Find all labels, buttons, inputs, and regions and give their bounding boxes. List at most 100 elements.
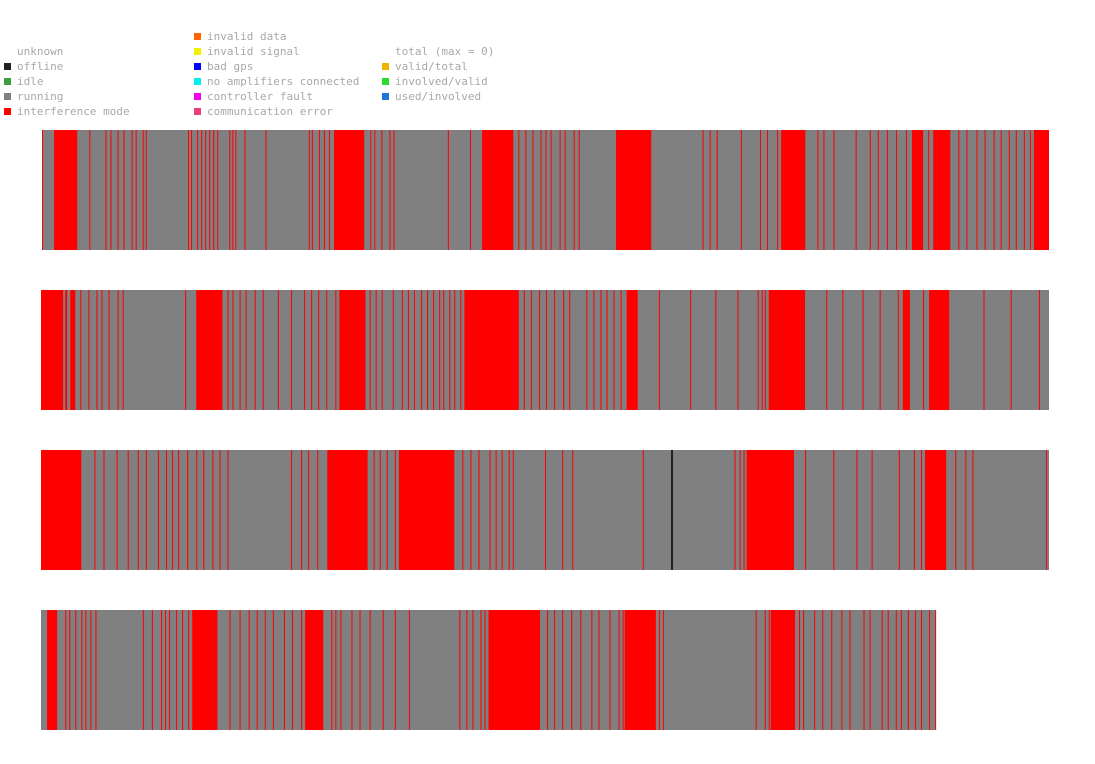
interference-segment (658, 610, 660, 730)
interference-segment (239, 610, 241, 730)
legend-label: involved/valid (395, 75, 488, 88)
interference-segment (489, 450, 491, 570)
interference-segment (447, 130, 449, 250)
interference-segment (929, 610, 931, 730)
interference-segment (328, 130, 331, 250)
interference-segment (265, 130, 267, 250)
interference-segment (887, 610, 889, 730)
interference-segment (277, 290, 279, 410)
legend-item-communication-error: communication error (194, 104, 333, 119)
interference-segment (925, 450, 947, 570)
interference-segment (301, 450, 303, 570)
interference-segment (123, 130, 125, 250)
interference-segment (327, 450, 368, 570)
interference-segment (449, 290, 451, 410)
interference-segment (554, 610, 556, 730)
interference-segment (232, 290, 234, 410)
interference-segment (212, 450, 214, 570)
interference-segment (185, 290, 187, 410)
interference-segment (80, 290, 82, 410)
interference-segment (768, 290, 806, 410)
interference-segment (301, 610, 303, 730)
interference-segment (976, 130, 978, 250)
interference-segment (227, 450, 229, 570)
interference-segment (94, 450, 96, 570)
interference-segment (761, 290, 763, 410)
interference-segment (470, 450, 472, 570)
interference-segment (308, 450, 310, 570)
interference-segment (88, 290, 90, 410)
interference-segment (501, 450, 503, 570)
legend-swatch-communication-error (194, 108, 201, 115)
interference-segment (984, 130, 986, 250)
legend-label: communication error (207, 105, 333, 118)
legend-label: controller fault (207, 90, 313, 103)
interference-segment (326, 290, 328, 410)
legend-swatch-controller-fault (194, 93, 201, 100)
interference-segment (54, 130, 78, 250)
interference-segment (907, 610, 909, 730)
interference-segment (624, 610, 656, 730)
interference-segment (142, 130, 144, 250)
interference-segment (466, 610, 468, 730)
legend-item-valid-total: valid/total (382, 59, 468, 74)
interference-segment (955, 450, 957, 570)
interference-segment (1008, 130, 1010, 250)
interference-segment (65, 610, 67, 730)
interference-segment (586, 290, 588, 410)
interference-segment (770, 610, 795, 730)
legend-label: valid/total (395, 60, 468, 73)
interference-segment (897, 290, 899, 410)
interference-segment (351, 610, 353, 730)
interference-segment (823, 130, 825, 250)
interference-segment (196, 450, 198, 570)
interference-segment (920, 450, 922, 570)
interference-segment (75, 610, 77, 730)
interference-segment (392, 290, 394, 410)
offline-segment (671, 450, 674, 570)
interference-segment (460, 290, 462, 410)
interference-segment (70, 290, 76, 410)
interference-segment (262, 290, 264, 410)
interference-segment (472, 610, 474, 730)
interference-segment (182, 610, 184, 730)
interference-segment (122, 290, 124, 410)
legend-label: interference mode (17, 105, 130, 118)
interference-segment (743, 450, 745, 570)
interference-segment (569, 290, 571, 410)
interference-segment (375, 290, 377, 410)
interference-segment (1010, 290, 1012, 410)
interference-segment (131, 130, 133, 250)
interference-segment (256, 610, 258, 730)
interference-segment (817, 130, 819, 250)
interference-segment (620, 290, 622, 410)
interference-segment (381, 290, 383, 410)
legend-swatch-invalid-data (194, 33, 201, 40)
interference-segment (394, 450, 396, 570)
interference-segment (89, 130, 91, 250)
interference-segment (849, 610, 851, 730)
interference-segment (443, 290, 445, 410)
interference-segment (902, 290, 910, 410)
interference-segment (369, 610, 371, 730)
interference-segment (245, 290, 247, 410)
interference-segment (826, 290, 828, 410)
interference-segment (317, 450, 319, 570)
legend-swatch-no-amplifiers (194, 78, 201, 85)
interference-segment (923, 290, 925, 410)
interference-segment (103, 450, 105, 570)
interference-segment (480, 610, 482, 730)
interference-segment (386, 450, 388, 570)
legend-label: offline (17, 60, 64, 73)
interference-segment (232, 130, 234, 250)
legend-label: unknown (17, 45, 64, 58)
interference-segment (618, 610, 620, 730)
interference-segment (272, 610, 274, 730)
legend-item-running: running (4, 89, 63, 104)
interference-segment (427, 290, 429, 410)
interference-segment (398, 450, 455, 570)
interference-segment (164, 610, 166, 730)
interference-segment (41, 290, 64, 410)
interference-segment (530, 290, 532, 410)
interference-segment (373, 450, 375, 570)
